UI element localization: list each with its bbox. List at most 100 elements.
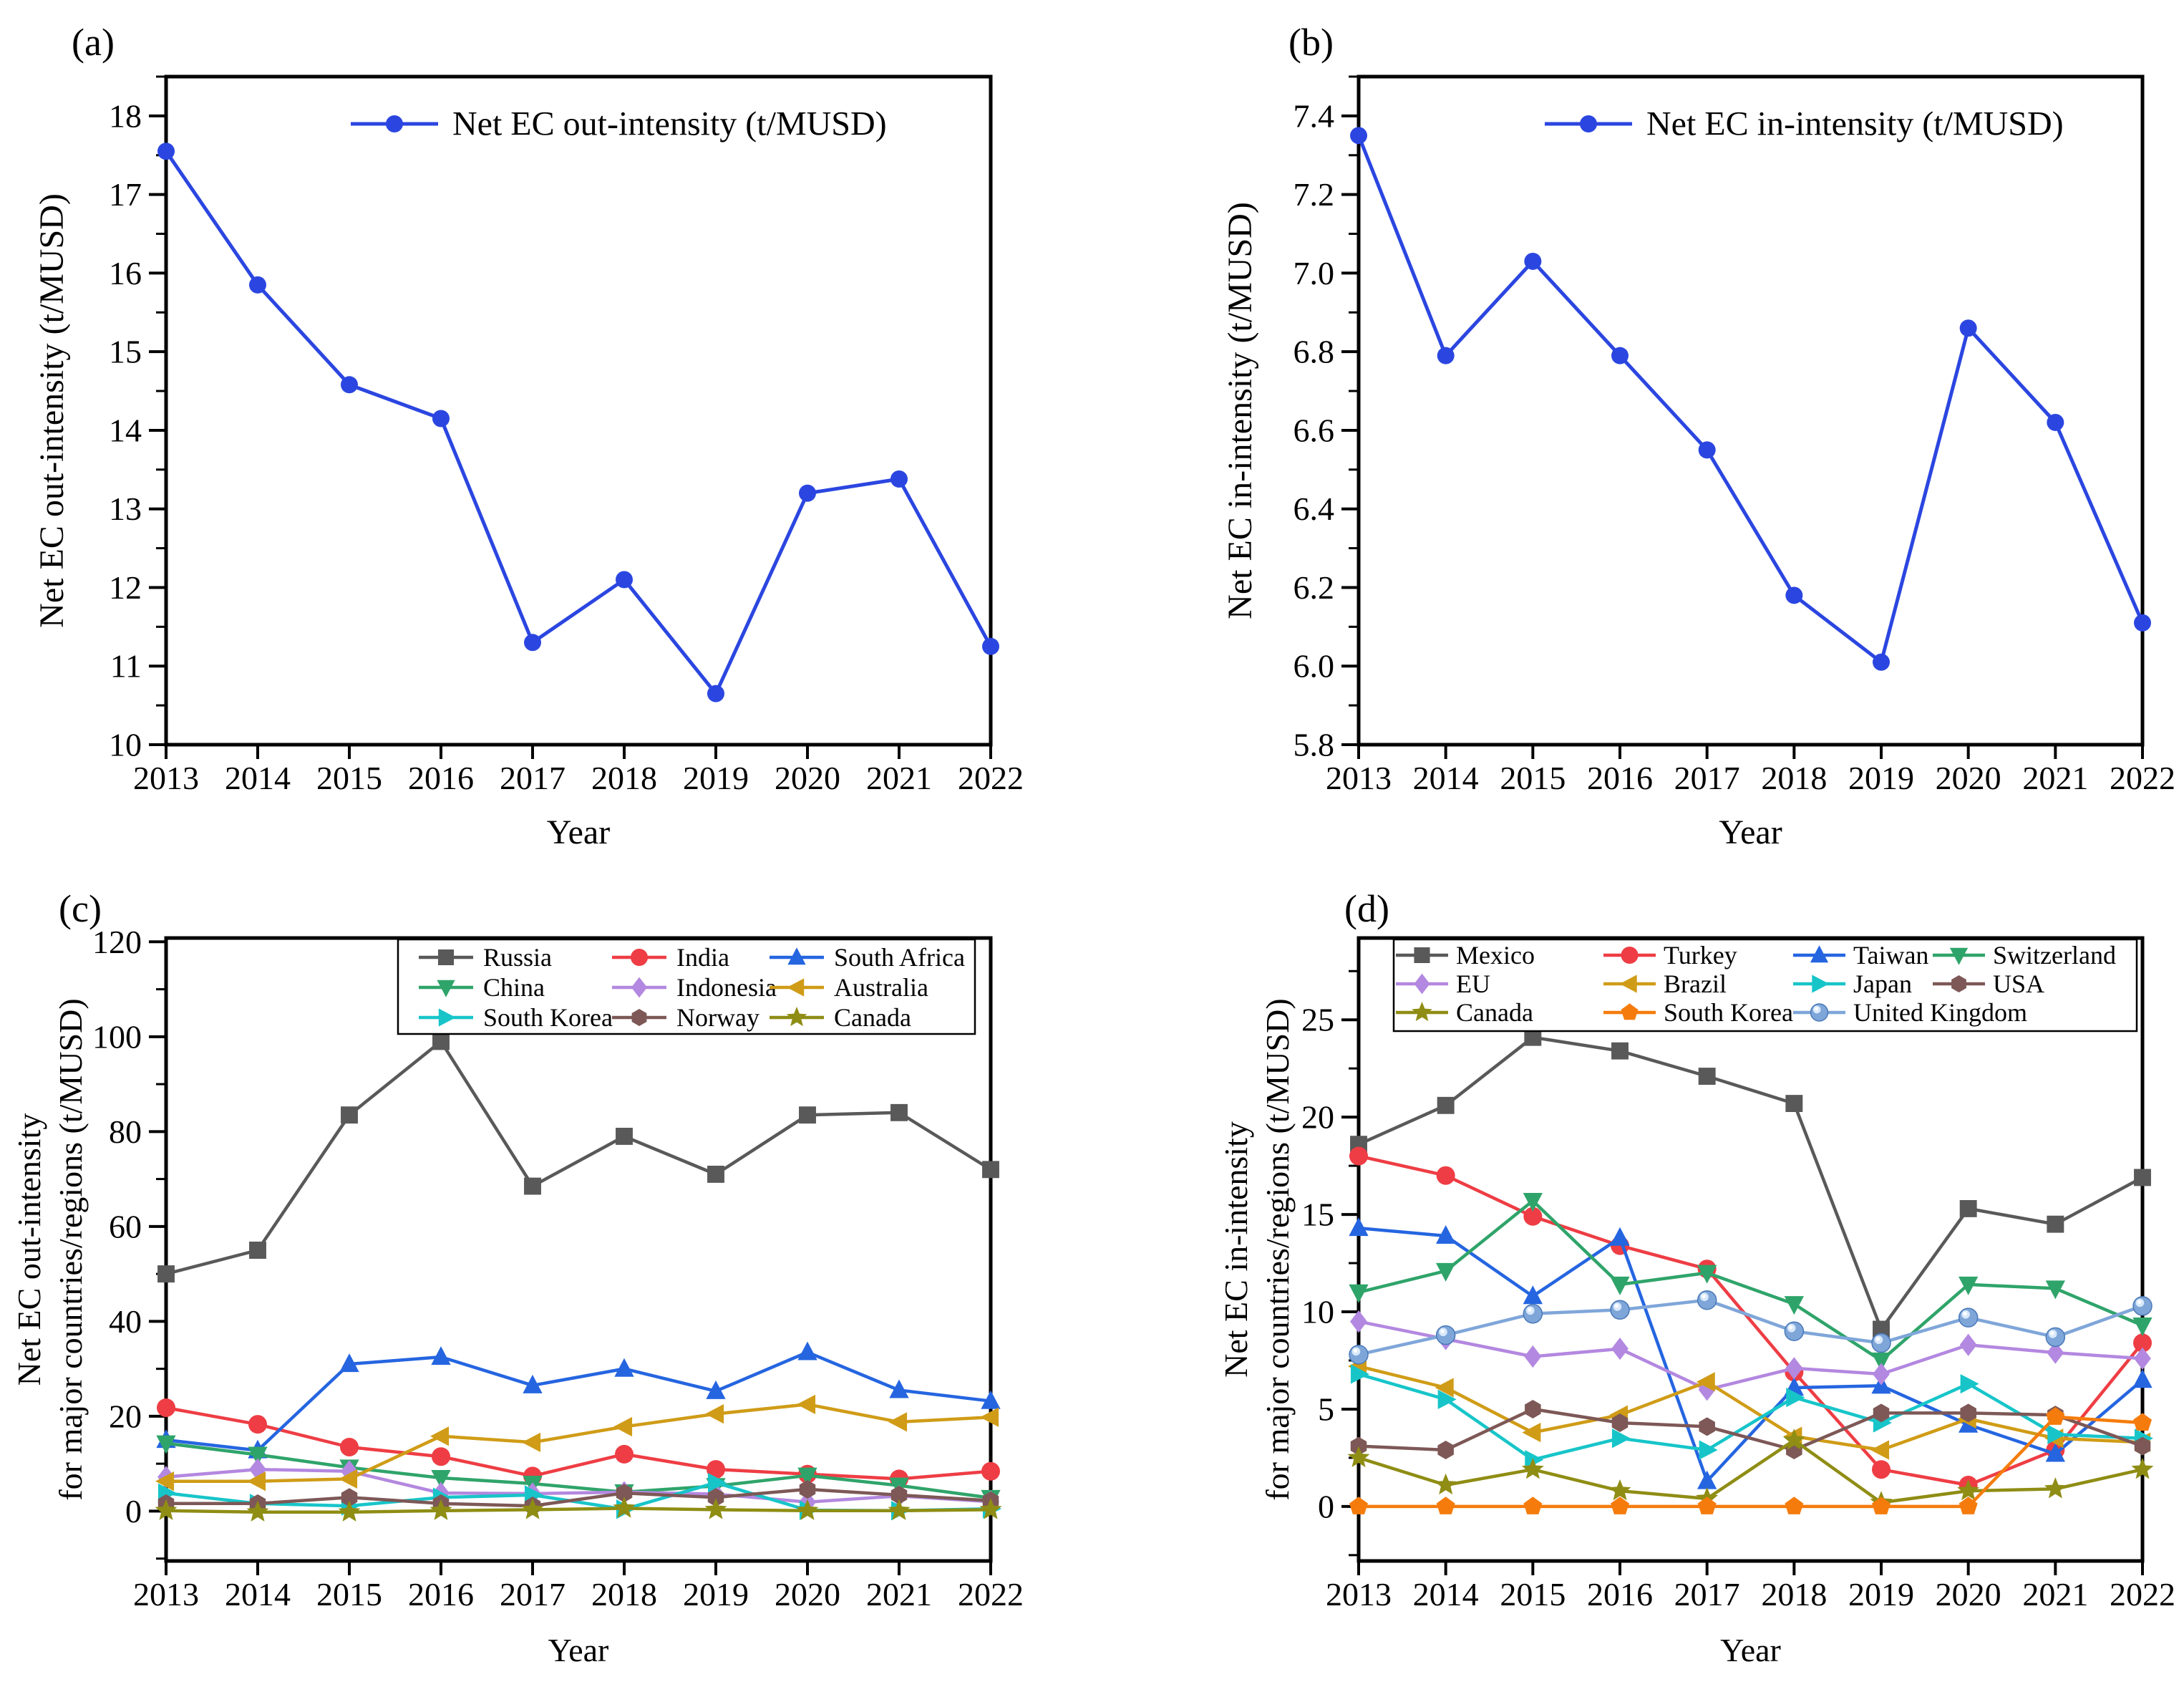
data-point-marker	[1785, 1095, 1803, 1113]
y-tick-label: 5	[1318, 1391, 1334, 1427]
legend-label: Canada	[1456, 998, 1533, 1027]
plot-frame	[164, 936, 993, 1563]
legend-label: Norway	[676, 1003, 759, 1032]
series-line	[164, 1487, 993, 1508]
data-point-marker	[1958, 1307, 1979, 1328]
y-tick-label: 6.2	[1294, 569, 1335, 606]
y-tick-label: 20	[109, 1398, 142, 1434]
data-point-marker	[2134, 614, 2151, 632]
data-point-marker	[1697, 1265, 1717, 1284]
series-net-ec-in-intensity-t-musd-	[1350, 127, 2151, 671]
data-point-marker	[1960, 1373, 1979, 1394]
data-point-marker	[1611, 1338, 1629, 1360]
data-point-marker	[248, 1415, 267, 1434]
legend-label: Canada	[834, 1003, 911, 1032]
series-line	[164, 1406, 993, 1481]
series-line	[164, 1403, 993, 1483]
data-point-marker	[1436, 1166, 1455, 1185]
data-point-marker	[1782, 1428, 1805, 1450]
y-tick-label: 6.8	[1294, 334, 1335, 370]
data-point-marker	[1611, 347, 1629, 364]
data-point-marker	[1523, 1192, 1543, 1212]
data-point-marker	[524, 634, 541, 652]
data-point-marker	[1435, 1473, 1457, 1495]
data-point-marker	[613, 1497, 636, 1518]
data-point-marker	[1436, 1225, 1456, 1244]
data-point-marker	[797, 1467, 817, 1486]
data-point-marker	[432, 1447, 450, 1466]
series-south-korea	[1349, 1407, 2152, 1514]
data-point-marker	[157, 142, 175, 160]
y-tick-label: 14	[109, 412, 142, 448]
panel-a: 10 11 12 13 14 15 16 17 18 2013 2014 2015 2016 2017 20…	[33, 74, 1024, 851]
series-line	[1356, 1439, 2145, 1504]
data-point-marker	[438, 1008, 456, 1027]
data-point-marker	[614, 1358, 634, 1377]
series-line	[164, 1441, 993, 1500]
x-tick-label: 2021	[866, 760, 932, 796]
data-point-marker	[888, 1412, 908, 1432]
series-line	[1356, 1407, 2145, 1452]
legend-label: Mexico	[1456, 941, 1535, 970]
data-point-marker	[341, 1488, 358, 1507]
data-point-marker	[797, 1341, 817, 1360]
data-point-marker	[981, 1390, 1001, 1409]
data-point-marker	[1412, 1002, 1432, 1022]
data-point-marker	[1871, 1333, 1891, 1353]
data-point-marker	[432, 410, 450, 427]
data-point-marker	[1786, 1387, 1805, 1408]
data-point-marker	[1696, 1372, 1715, 1392]
y-tick-label: 12	[109, 569, 142, 606]
x-tick-label: 2022	[2110, 1576, 2175, 1613]
x-tick-label: 2014	[1413, 1576, 1479, 1613]
x-tick-label: 2022	[958, 1576, 1024, 1613]
data-point-marker	[248, 1446, 268, 1466]
data-point-marker	[1784, 1321, 1805, 1341]
data-point-marker	[799, 1106, 816, 1124]
series-line	[1356, 133, 2145, 664]
data-point-marker	[523, 1374, 543, 1393]
x-tick-label: 2020	[1936, 1576, 2001, 1613]
data-point-marker	[1347, 1446, 1370, 1468]
data-point-marker	[430, 1426, 450, 1446]
x-axis-title: Year	[1719, 813, 1782, 851]
data-point-marker	[2045, 1443, 2065, 1462]
panel-d: 0 5 10 15 20 25 2013 2014 2015 2016 2017 2018 2019 20…	[1218, 936, 2175, 1668]
x-tick-label: 2018	[1761, 1576, 1827, 1613]
series-line	[1356, 1320, 2145, 1392]
x-tick-label: 2013	[1326, 1576, 1392, 1613]
x-axis-title: Year	[1720, 1632, 1781, 1668]
x-axis-title: Year	[547, 813, 610, 851]
data-point-marker	[521, 1498, 544, 1519]
data-point-marker	[1436, 1497, 1455, 1514]
data-point-marker	[890, 1485, 908, 1504]
data-point-marker	[1437, 1441, 1454, 1460]
data-point-marker	[1611, 1413, 1629, 1432]
x-tick-label: 2019	[1848, 760, 1914, 796]
data-point-marker	[432, 1033, 450, 1050]
x-tick-label: 2018	[591, 1576, 657, 1613]
series-line	[164, 1507, 993, 1514]
data-point-marker	[1608, 1479, 1631, 1501]
data-point-marker	[1873, 1320, 1890, 1338]
y-tick-label: 80	[109, 1113, 142, 1150]
series-mexico	[1350, 1028, 2151, 1338]
data-point-marker	[1435, 1325, 1456, 1345]
legend-label: United Kingdom	[1853, 998, 2027, 1027]
data-point-marker	[2132, 1317, 2153, 1336]
legend: Net EC out-intensity (t/MUSD)	[351, 105, 887, 143]
y-axis-title: for major countries/regions (t/MUSD)	[52, 998, 89, 1500]
data-point-marker	[1523, 1497, 1543, 1514]
legend-label: South Africa	[834, 943, 965, 972]
data-point-marker	[1349, 1217, 1369, 1237]
data-point-marker	[707, 1166, 724, 1183]
x-tick-label: 2013	[133, 1576, 199, 1613]
legend-label: Japan	[1853, 970, 1912, 998]
data-point-marker	[437, 980, 455, 997]
data-point-marker	[1521, 1457, 1544, 1479]
legend-label: Taiwan	[1853, 941, 1928, 970]
y-tick-label: 40	[109, 1303, 142, 1340]
data-point-marker	[2133, 1333, 2152, 1353]
data-point-marker	[249, 1458, 266, 1481]
x-tick-label: 2022	[2110, 760, 2175, 796]
